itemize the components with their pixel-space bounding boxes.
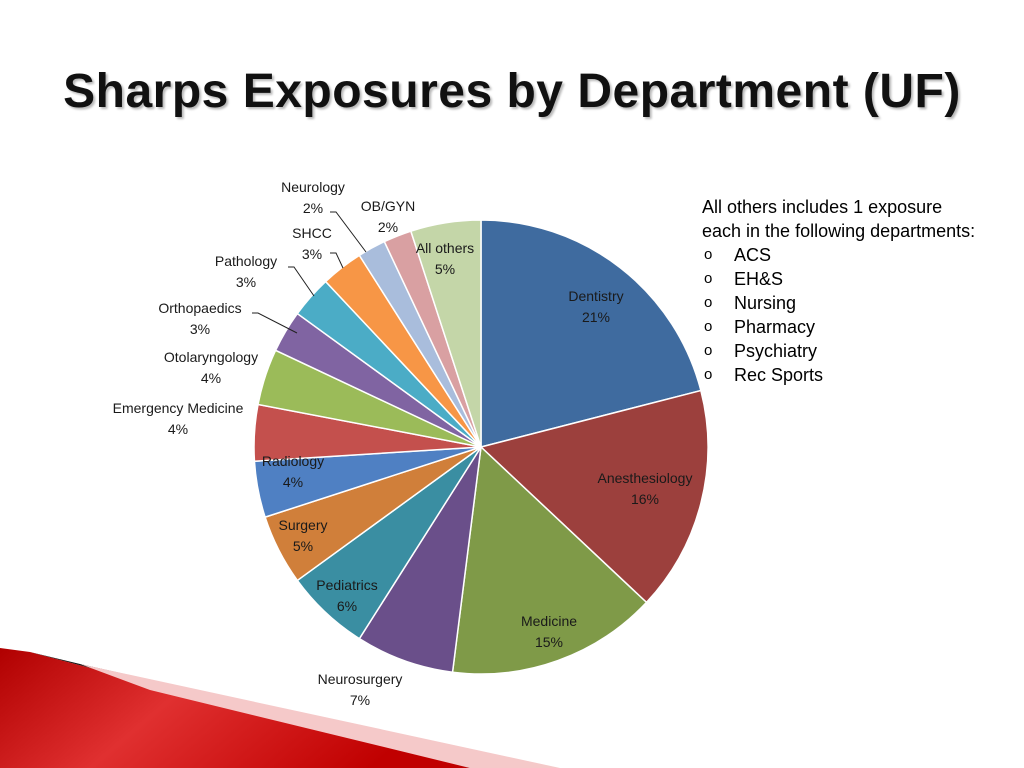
slice-label-value: 2% (303, 200, 323, 216)
leader-lines (252, 211, 367, 334)
list-item: o Psychiatry (702, 339, 1022, 363)
slice-label-name: Pathology (215, 253, 277, 269)
slice-label-name: Neurosurgery (318, 671, 403, 687)
list-item: o Pharmacy (702, 315, 1022, 339)
slice-label-value: 6% (337, 598, 357, 614)
list-item-label: Psychiatry (734, 341, 818, 361)
slice-label-value: 2% (378, 219, 398, 235)
slice-label: OB/GYN 2% (361, 198, 415, 235)
slide-title: Sharps Exposures by Department (UF) (63, 65, 961, 118)
slice-label: Medicine 15% (521, 613, 577, 650)
slice-label: Radiology 4% (262, 453, 324, 490)
slice-label-name: All others (416, 240, 474, 256)
slice-label-value: 7% (350, 692, 370, 708)
list-item: o Nursing (702, 291, 1022, 315)
list-item: o ACS (702, 243, 1022, 267)
list-item-label: EH&S (734, 269, 784, 289)
leader-line (330, 211, 367, 253)
slice-label-value: 3% (302, 246, 322, 262)
list-item-label: ACS (734, 245, 772, 265)
slice-label-name: Radiology (262, 453, 324, 469)
slice-label: Pathology 3% (215, 253, 277, 290)
bullet-icon: o (704, 366, 713, 383)
slice-label-value: 21% (582, 309, 610, 325)
list-item-label: Nursing (734, 293, 797, 313)
pie-slice-medicine (451, 445, 648, 675)
list-item-label: Rec Sports (734, 365, 824, 385)
slice-label: All others 5% (416, 240, 474, 277)
slice-label-value: 4% (168, 421, 188, 437)
bullet-icon: o (704, 294, 713, 311)
slice-label-name: Neurology (281, 179, 345, 195)
all-others-note: All others includes 1 exposure each in t… (702, 195, 1022, 387)
list-item-label: Pharmacy (734, 317, 816, 337)
bullet-icon: o (704, 270, 713, 287)
slice-label-name: SHCC (292, 225, 332, 241)
bullet-icon: o (704, 342, 713, 359)
slice-label: Neurosurgery 7% (318, 671, 403, 708)
slice-label-value: 15% (535, 634, 563, 650)
leader-line (330, 252, 344, 269)
slice-label: Orthopaedics 3% (158, 300, 241, 337)
bullet-icon: o (704, 246, 713, 263)
slice-label-name: Anesthesiology (598, 470, 693, 486)
slice-label: Emergency Medicine 4% (113, 400, 244, 437)
slice-label: Pediatrics 6% (316, 577, 377, 614)
slice-label-name: Orthopaedics (158, 300, 241, 316)
slice-label: SHCC 3% (292, 225, 332, 262)
list-item: o Rec Sports (702, 363, 1022, 387)
slice-label-value: 5% (293, 538, 313, 554)
slice-label-value: 3% (190, 321, 210, 337)
slice-label: Otolaryngology 4% (164, 349, 258, 386)
slice-label-value: 5% (435, 261, 455, 277)
slice-label-value: 4% (201, 370, 221, 386)
leader-line (252, 312, 298, 334)
leader-line (288, 266, 315, 297)
bullet-icon: o (704, 318, 713, 335)
pie-slices (253, 219, 709, 675)
slice-label-name: Pediatrics (316, 577, 377, 593)
slice-label-value: 3% (236, 274, 256, 290)
slice-label-name: Dentistry (568, 288, 623, 304)
slice-label-name: OB/GYN (361, 198, 415, 214)
slice-label-name: Surgery (278, 517, 327, 533)
department-list: o ACS o EH&S o Nursing o Pharmacy o Psychiatr… (702, 243, 1022, 387)
pie-slice-anesthesiology (479, 389, 709, 604)
note-text-line-1: All others includes 1 exposure (702, 197, 943, 217)
slice-label: Dentistry 21% (568, 288, 623, 325)
slice-label-name: Otolaryngology (164, 349, 258, 365)
slice-label: Anesthesiology 16% (598, 470, 693, 507)
slice-label-value: 16% (631, 491, 659, 507)
slice-label-name: Emergency Medicine (113, 400, 244, 416)
pie-slice-all-others (409, 219, 482, 448)
slice-label: Surgery 5% (278, 517, 327, 554)
pie-slice-dentistry (480, 219, 702, 448)
slice-label-value: 4% (283, 474, 303, 490)
slice-labels: Dentistry 21% Anesthesiology 16% Medicine 15%… (113, 179, 693, 708)
note-text-line-2: each in the following departments: (702, 221, 976, 241)
slice-label-name: Medicine (521, 613, 577, 629)
slice-label: Neurology 2% (281, 179, 345, 216)
list-item: o EH&S (702, 267, 1022, 291)
